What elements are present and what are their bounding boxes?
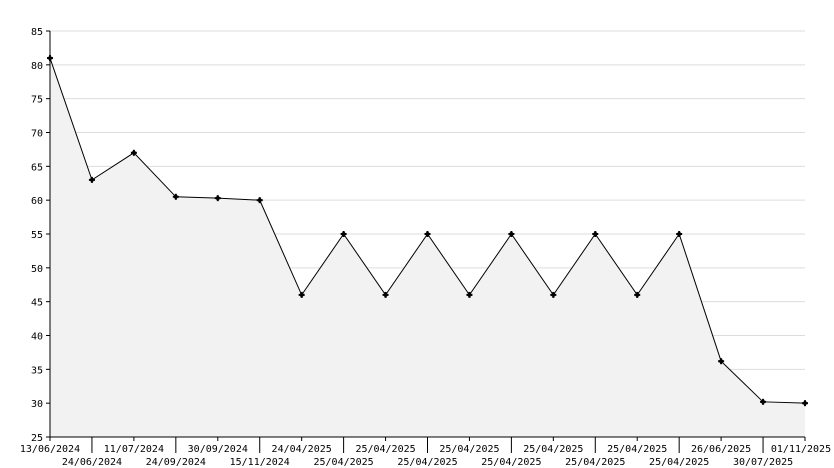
x-tick-label: 26/06/2025: [691, 444, 751, 455]
y-tick-label: 55: [31, 230, 43, 241]
y-tick-label: 80: [31, 61, 43, 72]
x-tick-label: 13/06/2024: [20, 444, 80, 455]
data-point: [592, 231, 599, 237]
x-tick-label: 25/04/2025: [565, 457, 625, 468]
data-point: [634, 291, 641, 298]
y-tick-label: 85: [31, 27, 43, 38]
x-tick-label: 25/04/2025: [481, 457, 541, 468]
data-point: [88, 176, 95, 183]
x-tick-label: 25/04/2025: [523, 444, 583, 455]
x-tick-label: 25/04/2025: [397, 457, 457, 468]
y-tick-label: 65: [31, 162, 43, 173]
y-tick-label: 70: [31, 129, 43, 140]
data-point: [466, 291, 473, 298]
x-tick-label: 25/04/2025: [314, 457, 374, 468]
y-tick-label: 35: [31, 365, 43, 376]
data-point: [760, 398, 767, 405]
data-point: [214, 195, 221, 202]
area-fill: [50, 58, 805, 438]
data-point: [172, 193, 179, 200]
x-tick-label: 25/04/2025: [439, 444, 499, 455]
x-tick-label: 24/06/2024: [62, 457, 122, 468]
x-tick-label: 01/11/2025: [771, 444, 831, 455]
x-tick-label: 30/09/2024: [188, 444, 248, 455]
data-point: [130, 149, 137, 156]
data-point: [47, 55, 53, 62]
y-tick-label: 75: [31, 95, 43, 106]
data-point: [298, 291, 305, 298]
y-tick-label: 45: [31, 298, 43, 309]
x-tick-label: 24/04/2025: [272, 444, 332, 455]
x-tick-label: 24/09/2024: [146, 457, 206, 468]
data-point: [508, 231, 515, 237]
y-tick-label: 60: [31, 196, 43, 207]
data-point: [802, 400, 808, 407]
data-point: [718, 358, 725, 365]
data-point: [550, 291, 557, 298]
data-point: [424, 231, 431, 237]
x-tick-label: 15/11/2024: [230, 457, 290, 468]
data-point: [256, 197, 263, 204]
y-tick-label: 40: [31, 332, 43, 343]
x-tick-label: 25/04/2025: [649, 457, 709, 468]
x-tick-label: 30/07/2025: [733, 457, 793, 468]
y-tick-label: 25: [31, 433, 43, 444]
y-tick-label: 50: [31, 264, 43, 275]
x-tick-label: 11/07/2024: [104, 444, 164, 455]
y-tick-label: 30: [31, 399, 43, 410]
data-point: [382, 291, 389, 298]
x-tick-label: 25/04/2025: [355, 444, 415, 455]
data-point: [676, 231, 683, 237]
x-tick-label: 25/04/2025: [607, 444, 667, 455]
data-point: [340, 231, 347, 237]
